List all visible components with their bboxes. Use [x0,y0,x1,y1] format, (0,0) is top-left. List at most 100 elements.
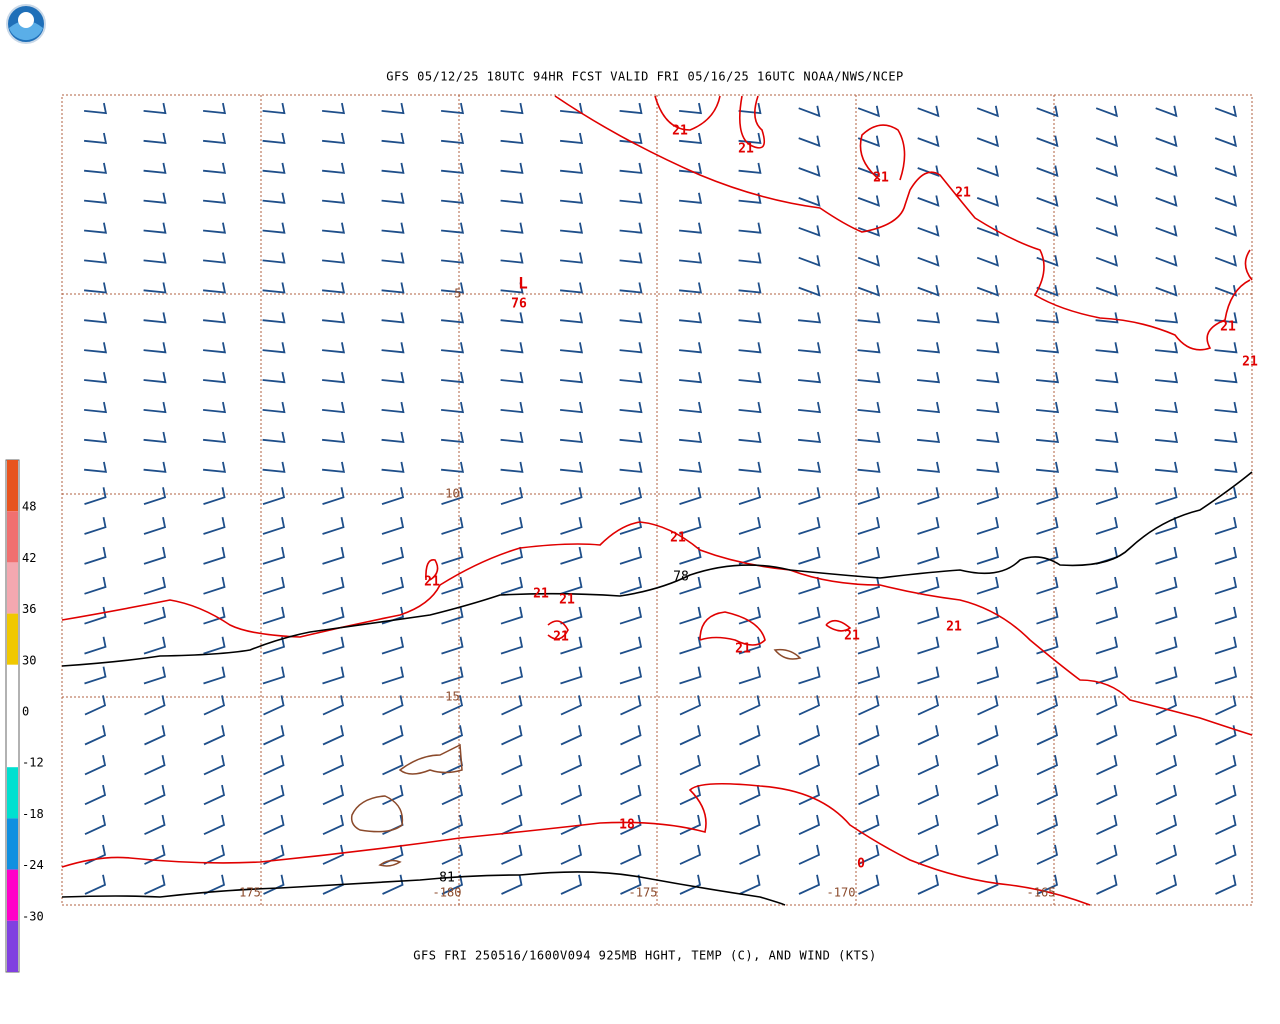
wind-barb [322,102,346,115]
wind-barb [619,192,643,204]
wind-barb [798,401,822,414]
wind-barb [263,874,285,895]
wind-barb [203,874,226,895]
wind-barb [798,135,821,148]
wind-barb [322,192,346,204]
wind-barb [1095,461,1119,473]
wind-barb [1036,695,1059,716]
wind-barb [679,252,703,264]
latitude-label: -5 [447,287,461,301]
map-caption: GFS FRI 250516/1600V094 925MB HGHT, TEMP… [413,949,876,963]
wind-barb [84,487,107,505]
wind-barb [858,844,880,865]
wind-barb [441,517,464,535]
wind-barb [143,102,167,115]
wind-barb [1214,517,1238,535]
wind-barb [857,135,880,148]
wind-barb [679,461,703,473]
wind-barb [262,192,286,204]
wind-barb [1036,401,1060,414]
wind-barb [1214,576,1238,595]
wind-barb [144,695,166,716]
wind-barb [84,666,107,685]
wind-barb [679,222,703,234]
wind-barb [1214,487,1238,505]
wind-barb [322,844,345,865]
wind-barb [441,312,465,324]
wind-barb [679,755,702,776]
wind-barb [857,606,881,625]
wind-barb [917,255,940,267]
wind-barb [917,225,940,237]
wind-barb [500,401,524,414]
wind-barb [1155,195,1178,207]
wind-barb [1036,135,1059,148]
wind-barb [917,312,941,324]
wind-barb [798,165,821,178]
wind-barb [143,546,167,565]
wind-barb [84,844,107,865]
wind-barb [500,372,524,384]
wind-barb [798,725,821,746]
wind-barb [144,814,166,836]
wind-barb [1155,135,1178,148]
wind-barb [84,372,108,384]
contour-label: 18 [619,818,635,833]
wind-barb [679,192,703,204]
wind-barb [263,695,285,716]
wind-barb [381,372,405,384]
wind-barb [441,372,465,384]
colorbar-label: -12 [22,756,44,770]
wind-barb [917,342,941,354]
wind-barb [976,487,1000,505]
wind-barb [143,192,167,204]
wind-barb [203,222,227,234]
colorbar-label: 42 [22,551,36,565]
wind-barb [263,725,285,746]
wind-barb [976,606,1000,625]
wind-barb [679,312,703,324]
wind-barb [679,814,702,836]
wind-barb [560,487,583,505]
wind-barb [917,285,940,297]
wind-barb [203,401,227,414]
wind-barb [1036,225,1059,237]
wind-barb [1095,487,1119,505]
wind-barb [381,546,405,565]
wind-barb [500,576,524,595]
wind-barb [857,165,880,178]
contour-label: 21 [670,531,686,546]
colorbar-label: 0 [22,705,29,719]
wind-barb [441,461,465,473]
wind-barb [858,874,880,895]
wind-barb [1155,517,1178,535]
contour-label: 21 [955,186,971,201]
wind-barb [620,725,642,746]
wind-barb [501,755,523,776]
wind-barb [500,431,524,444]
wind-barb [1155,487,1178,505]
wind-barb [1214,255,1237,267]
wind-barb [1036,844,1059,865]
wind-barb [441,546,464,565]
wind-barb [500,192,524,204]
contour-label: 21 [533,587,549,602]
wind-barb [1215,814,1237,836]
wind-barb [84,192,108,204]
wind-barb [857,431,881,444]
wind-barb [322,814,345,836]
contour-label: 21 [559,593,575,608]
wind-barb [441,666,464,685]
wind-barb [500,666,524,685]
wind-barb [262,461,286,473]
wind-barb [738,576,762,595]
wind-barb [203,487,226,505]
contour-label: 21 [424,575,440,590]
colorbar-label: -30 [22,909,44,923]
wind-barb [1095,606,1119,625]
wind-barb [262,102,286,115]
wind-barb [441,401,465,414]
wind-barb [203,372,227,384]
wind-barb [263,755,285,776]
wind-barb [917,195,940,207]
